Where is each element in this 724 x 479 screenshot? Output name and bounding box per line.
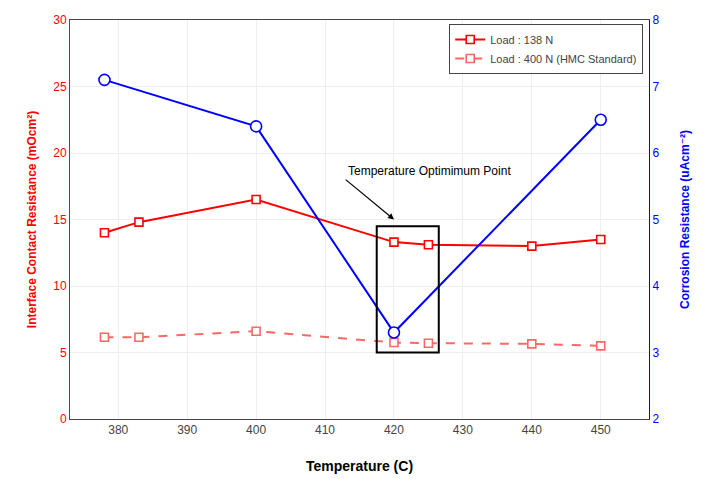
svg-text:380: 380 [108,423,128,437]
svg-text:420: 420 [384,423,404,437]
svg-text:5: 5 [652,213,659,227]
svg-text:6: 6 [652,146,659,160]
svg-text:7: 7 [652,80,659,94]
svg-text:440: 440 [522,423,542,437]
svg-text:390: 390 [177,423,197,437]
svg-text:15: 15 [53,213,67,227]
svg-text:Interface Contact Resistance (: Interface Contact Resistance (mOcm²) [25,111,39,328]
svg-text:2: 2 [652,412,659,426]
svg-text:Load : 400 N (HMC Standard): Load : 400 N (HMC Standard) [490,53,636,65]
svg-text:430: 430 [453,423,473,437]
svg-text:Temperature (C): Temperature (C) [306,458,413,474]
svg-text:0: 0 [60,412,67,426]
svg-text:30: 30 [53,13,67,27]
svg-text:20: 20 [53,146,67,160]
svg-text:10: 10 [53,279,67,293]
svg-text:4: 4 [652,279,659,293]
svg-text:400: 400 [246,423,266,437]
svg-text:25: 25 [53,80,67,94]
svg-text:8: 8 [652,13,659,27]
svg-text:Corrosion Resistance (uAcm⁻²): Corrosion Resistance (uAcm⁻²) [678,130,692,309]
svg-text:Load : 138 N: Load : 138 N [490,34,553,46]
svg-text:3: 3 [652,346,659,360]
svg-text:5: 5 [60,346,67,360]
svg-text:410: 410 [315,423,335,437]
svg-text:450: 450 [591,423,611,437]
svg-text:Temperature Optimimum Point: Temperature Optimimum Point [348,164,511,178]
